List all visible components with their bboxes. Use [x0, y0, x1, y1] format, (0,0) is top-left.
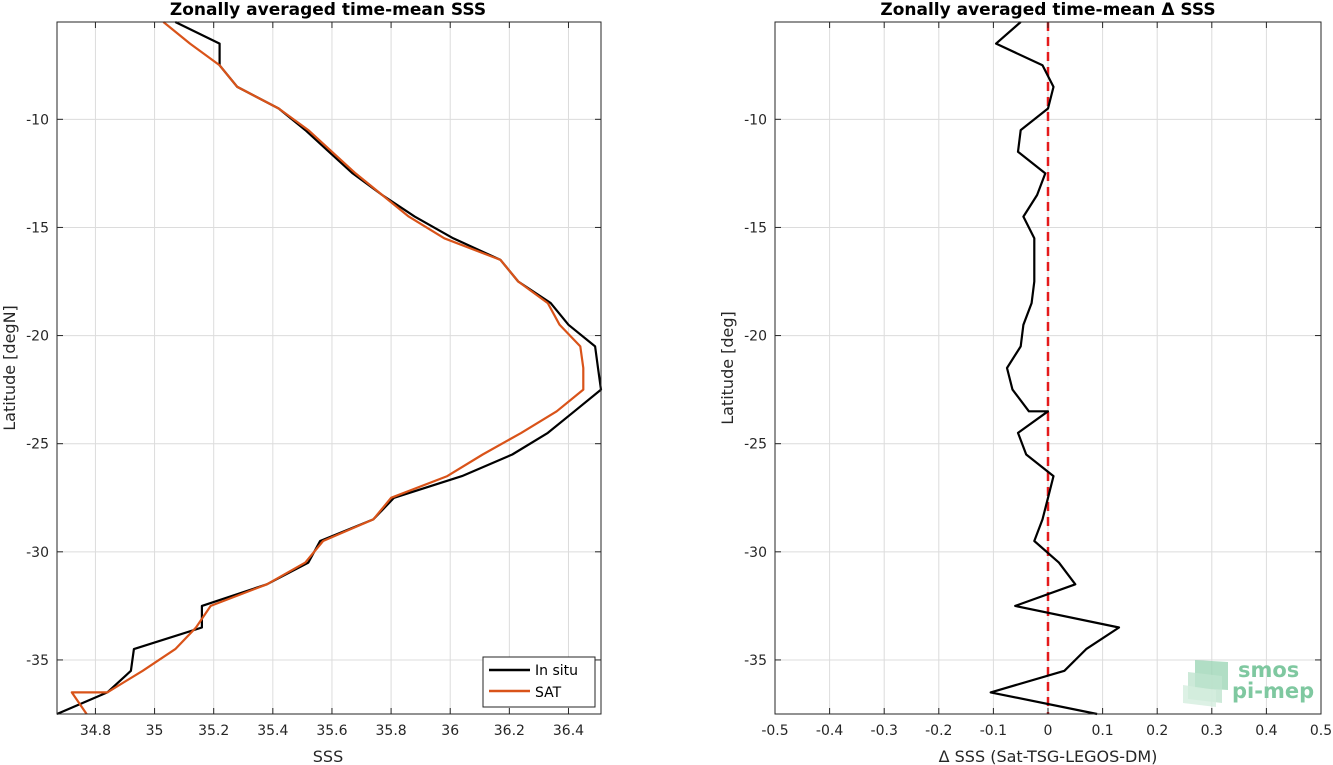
left-y-tick-label: -20 [26, 329, 49, 345]
left-x-tick-label: 35.2 [198, 723, 229, 739]
left-x-tick-label: 36.4 [553, 723, 584, 739]
right-x-tick-label: 0 [1044, 723, 1053, 739]
right-y-tick-label: -15 [744, 220, 767, 236]
left-axes-box [56, 21, 602, 715]
right-x-tick-label: 0.5 [1310, 723, 1332, 739]
right-x-tick-label: -0.3 [871, 723, 898, 739]
left-x-tick-label: 34.8 [80, 723, 111, 739]
logo-text-pi-mep: pi-mep [1232, 679, 1314, 703]
right-x-axis-label: Δ SSS (Sat-TSG-LEGOS-DM) [939, 747, 1158, 765]
right-x-tick-label: -0.5 [761, 723, 788, 739]
left-plot-area [57, 22, 601, 714]
smos-pi-mep-logo: smos pi-mep [1183, 658, 1314, 707]
right-x-tick-label: 0.4 [1255, 723, 1277, 739]
right-y-tick-label: -35 [744, 653, 767, 669]
left-y-tick-label: -35 [26, 653, 49, 669]
left-x-tick-label: 36 [441, 723, 459, 739]
legend-box [482, 656, 596, 708]
right-series-line-delta [989, 21, 1121, 716]
right-y-tick-label: -30 [744, 545, 767, 561]
left-series [56, 21, 603, 716]
left-x-axis-label: SSS [313, 747, 343, 765]
left-ticks: 34.8 35 35.2 35.4 35.6 35.8 36 36.2 36.4 -10 -15 -2… [26, 22, 601, 739]
right-x-tick-label: -0.1 [980, 723, 1007, 739]
legend-sat-label: SAT [535, 685, 562, 701]
right-y-tick-label: -20 [744, 329, 767, 345]
right-x-tick-label: 0.2 [1146, 723, 1168, 739]
left-y-tick-label: -15 [26, 220, 49, 236]
right-series [989, 21, 1121, 716]
panel-left-sss: Zonally averaged time-mean SSS 34.8 35 35.… [0, 0, 603, 765]
right-y-axis-label: Latitude [deg] [718, 311, 737, 425]
right-x-tick-label: -0.4 [816, 723, 843, 739]
left-series-line-sat [70, 21, 585, 715]
right-y-tick-label: -10 [744, 112, 767, 128]
right-x-tick-label: 0.1 [1091, 723, 1113, 739]
right-y-tick-label: -25 [744, 437, 767, 453]
legend: In situ SAT [482, 656, 596, 708]
left-chart-title: Zonally averaged time-mean SSS [170, 0, 486, 20]
right-ticks: -0.5 -0.4 -0.3 -0.2 -0.1 0 0.1 0.2 0.3 0.4 0.5 -10 -… [744, 22, 1332, 739]
left-x-tick-label: 35.4 [257, 723, 288, 739]
left-x-tick-label: 35.6 [316, 723, 347, 739]
panel-right-delta-sss: Zonally averaged time-mean Δ SSS -0.5 -0.… [718, 0, 1332, 765]
right-x-tick-label: 0.3 [1201, 723, 1223, 739]
right-x-tick-label: -0.2 [925, 723, 952, 739]
left-y-tick-label: -10 [26, 112, 49, 128]
logo-wave-icon-3 [1183, 685, 1216, 707]
logo-text-smos: smos [1238, 658, 1299, 682]
left-y-axis-label: Latitude [degN] [0, 305, 19, 431]
left-x-tick-label: 35 [146, 723, 164, 739]
left-grid [57, 22, 601, 714]
right-chart-title: Zonally averaged time-mean Δ SSS [880, 0, 1215, 20]
left-x-tick-label: 36.2 [494, 723, 525, 739]
left-series-line-in-situ [56, 21, 603, 716]
legend-insitu-label: In situ [535, 663, 578, 679]
left-y-tick-label: -25 [26, 437, 49, 453]
left-x-tick-label: 35.8 [376, 723, 407, 739]
left-y-tick-label: -30 [26, 545, 49, 561]
